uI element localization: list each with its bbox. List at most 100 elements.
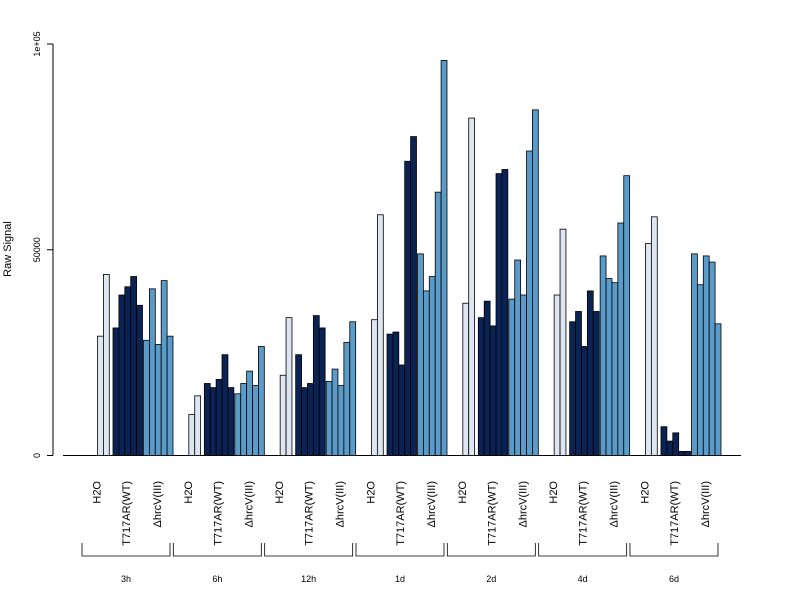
bar-6h-t717ar-wt-1 (203, 383, 211, 456)
bar-6d-hrcv-iii-5 (714, 323, 722, 456)
bar-4d-h2o-2 (559, 228, 567, 456)
bar-12h-hrcv-iii-5 (349, 321, 357, 456)
bar-2d-hrcv-iii-5 (532, 109, 539, 456)
bar-2d-t717ar-wt-1 (477, 317, 485, 456)
bars (97, 60, 722, 456)
subgroup-label-hrcv-iii: ΔhrcV(III) (700, 481, 712, 527)
subgroup-label-hrcv-iii: ΔhrcV(III) (609, 481, 621, 527)
subgroup-label-h2o: H2O (365, 481, 377, 504)
time-brackets: 3h 6h 12h 1d 2d 4d 6d (81, 543, 719, 584)
bar-1d-h2o-1 (371, 319, 378, 456)
time-label-6d: 6d (669, 574, 679, 584)
bar-6d-t717ar-wt-4 (678, 450, 685, 456)
subgroup-label-h2o: H2O (92, 481, 104, 504)
bar-3h-hrcv-iii-2 (148, 288, 156, 456)
bar-6d-t717ar-wt-1 (660, 426, 668, 456)
time-bracket (172, 543, 262, 557)
bar-1d-hrcv-iii-2 (422, 290, 430, 456)
bar-1d-t717ar-wt-1 (386, 333, 394, 456)
y-tick-label: 50000 (32, 237, 42, 262)
bar-6d-hrcv-iii-2 (696, 284, 704, 456)
bar-1d-hrcv-iii-5 (440, 60, 448, 456)
subgroup-label-h2o: H2O (183, 481, 195, 504)
bar-6h-t717ar-wt-4 (221, 354, 229, 456)
bar-2d-hrcv-iii-4 (526, 150, 533, 456)
bar-1d-hrcv-iii-1 (417, 253, 424, 456)
bar-2d-hrcv-iii-2 (514, 259, 522, 456)
bar-1d-t717ar-wt-3 (398, 364, 406, 456)
bar-2d-t717ar-wt-4 (495, 173, 503, 456)
subgroup-label-h2o: H2O (274, 481, 286, 504)
bar-6d-hrcv-iii-3 (702, 255, 710, 456)
bar-2d-hrcv-iii-1 (508, 298, 516, 456)
bar-12h-t717ar-wt-3 (307, 383, 314, 456)
bar-2d-t717ar-wt-2 (483, 300, 491, 456)
bar-6h-hrcv-iii-4 (252, 385, 259, 456)
bar-12h-h2o-1 (279, 374, 287, 456)
bar-1d-hrcv-iii-4 (434, 191, 442, 456)
subgroup-label-t717ar-wt: T717AR(WT) (121, 481, 133, 546)
time-label-3h: 3h (121, 574, 131, 584)
bar-4d-t717ar-wt-4 (586, 290, 594, 456)
y-tick-label: 0 (32, 453, 42, 458)
time-bracket (355, 543, 445, 557)
bar-3h-t717ar-wt-4 (130, 276, 137, 456)
bar-12h-t717ar-wt-2 (301, 387, 308, 456)
time-bracket (538, 543, 628, 557)
time-label-2d: 2d (486, 574, 496, 584)
y-axis-label: Raw Signal (2, 221, 14, 277)
bar-2d-h2o-2 (468, 117, 476, 456)
time-label-12h: 12h (301, 574, 316, 584)
bar-12h-hrcv-iii-1 (325, 381, 333, 456)
subgroup-label-hrcv-iii: ΔhrcV(III) (243, 481, 255, 527)
bar-4d-hrcv-iii-2 (605, 278, 613, 456)
subgroup-label-t717ar-wt: T717AR(WT) (669, 481, 681, 546)
bar-3h-t717ar-wt-2 (118, 294, 126, 456)
bar-4d-t717ar-wt-2 (575, 311, 582, 456)
bar-3h-h2o-1 (97, 335, 104, 456)
bar-6h-h2o-1 (188, 413, 196, 456)
subgroup-label-t717ar-wt: T717AR(WT) (395, 481, 407, 546)
time-label-4d: 4d (578, 574, 588, 584)
bar-3h-hrcv-iii-4 (160, 280, 168, 456)
subgroup-label-h2o: H2O (548, 481, 560, 504)
bar-4d-t717ar-wt-1 (569, 321, 576, 456)
subgroup-label-hrcv-iii: ΔhrcV(III) (335, 481, 347, 527)
y-tick-label: 1e+05 (32, 31, 42, 56)
bar-1d-t717ar-wt-4 (404, 160, 411, 456)
subgroup-label-t717ar-wt: T717AR(WT) (486, 481, 498, 546)
subgroup-label-hrcv-iii: ΔhrcV(III) (426, 481, 438, 527)
subgroup-label-h2o: H2O (639, 481, 651, 504)
subgroup-label-hrcv-iii: ΔhrcV(III) (517, 481, 529, 527)
bar-12h-t717ar-wt-4 (312, 315, 320, 456)
time-bracket (629, 543, 719, 557)
bar-4d-hrcv-iii-4 (617, 222, 625, 456)
subgroup-label-h2o: H2O (457, 481, 469, 504)
bar-3h-t717ar-wt-5 (136, 304, 143, 456)
subgroup-label-t717ar-wt: T717AR(WT) (304, 481, 316, 546)
subgroup-label-t717ar-wt: T717AR(WT) (212, 481, 224, 546)
time-bracket (81, 543, 171, 557)
bar-4d-h2o-1 (553, 294, 561, 456)
bar-3h-t717ar-wt-1 (112, 327, 120, 456)
time-label-6h: 6h (212, 574, 222, 584)
subgroup-label-hrcv-iii: ΔhrcV(III) (152, 481, 164, 527)
subgroup-labels: H2O T717AR(WT) ΔhrcV(III) H2O T717AR(WT) Δhrc… (92, 481, 712, 546)
bar-6h-hrcv-iii-1 (234, 393, 242, 456)
bar-12h-hrcv-iii-2 (331, 368, 339, 456)
bar-1d-hrcv-iii-3 (428, 276, 436, 456)
bar-6h-hrcv-iii-3 (246, 370, 253, 456)
bar-6h-t717ar-wt-5 (227, 387, 235, 456)
bar-6h-t717ar-wt-2 (209, 387, 217, 456)
bar-3h-hrcv-iii-5 (166, 335, 174, 456)
bar-6h-h2o-2 (194, 395, 202, 456)
y-axis: 0 50000 1e+05 (32, 31, 54, 458)
bar-4d-hrcv-iii-3 (611, 282, 619, 456)
bar-6h-t717ar-wt-3 (215, 378, 223, 456)
bar-12h-t717ar-wt-5 (318, 327, 326, 456)
bar-2d-t717ar-wt-5 (501, 169, 509, 456)
bar-6h-hrcv-iii-2 (240, 383, 248, 456)
bar-4d-hrcv-iii-5 (623, 175, 631, 456)
bar-12h-hrcv-iii-3 (337, 385, 345, 456)
